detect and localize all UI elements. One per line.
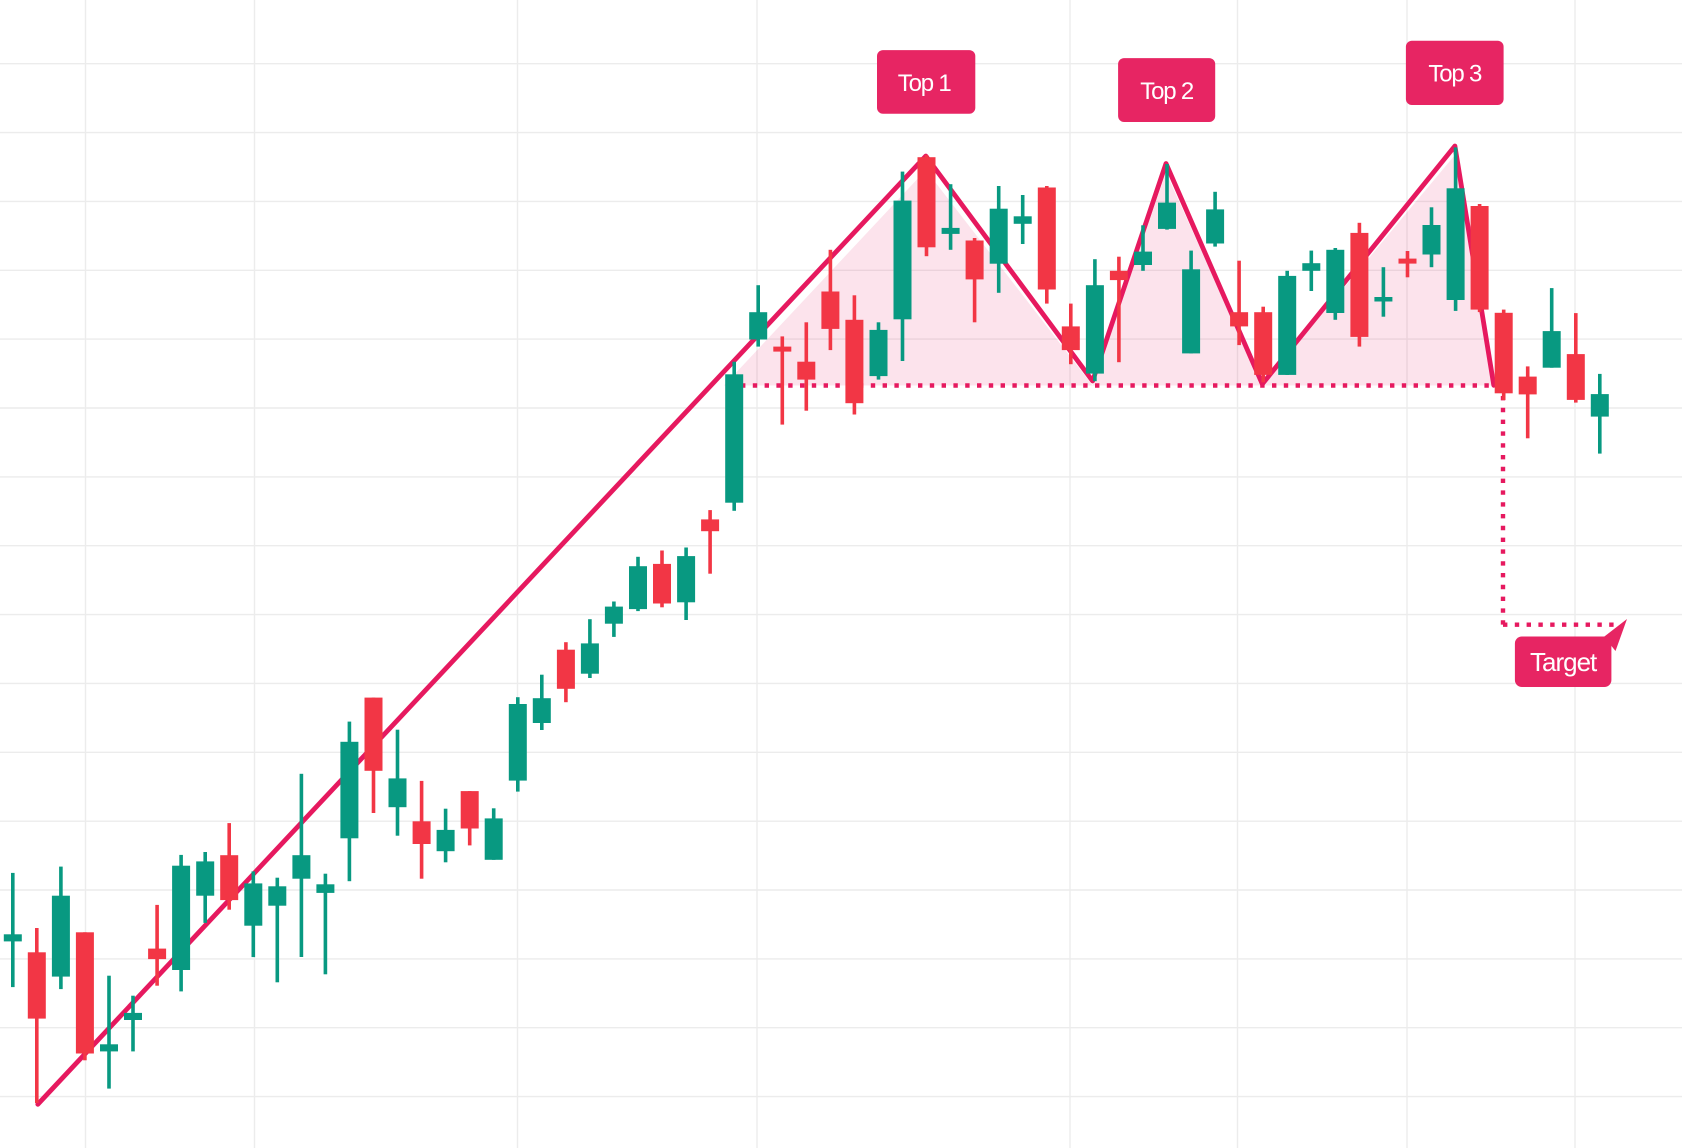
svg-text:Top 1: Top 1 — [898, 70, 952, 97]
svg-text:Top 2: Top 2 — [1140, 78, 1194, 105]
svg-text:Top 3: Top 3 — [1428, 61, 1482, 88]
svg-text:Target: Target — [1530, 647, 1598, 677]
